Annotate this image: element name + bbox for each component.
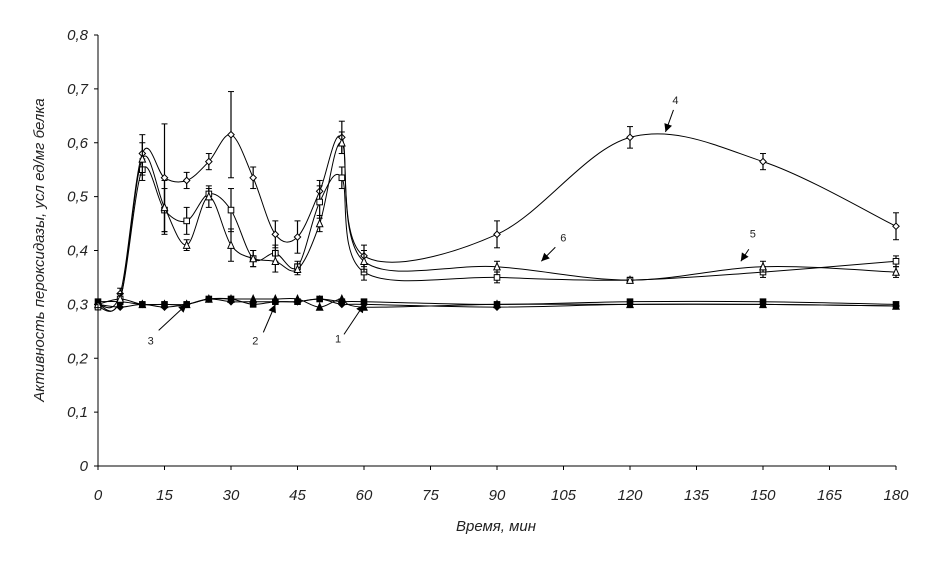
- data-point-square: [892, 257, 900, 265]
- data-point-triangle: [249, 253, 258, 263]
- annotation-label: 5: [750, 228, 756, 240]
- data-point-triangle: [759, 261, 767, 271]
- data-point-square: [227, 206, 235, 214]
- annotation-2: 2: [252, 304, 276, 347]
- data-point-diamond: [227, 130, 235, 139]
- data-point-triangle: [271, 256, 280, 265]
- data-point-square: [316, 198, 323, 206]
- data-point-diamond: [204, 157, 213, 166]
- x-axis-title: Время, мин: [456, 518, 536, 535]
- tick-labels: 00,10,20,30,40,50,60,70,80 15 30 45 60 75 90 10…: [67, 27, 909, 504]
- x-tick-label: 150: [750, 487, 776, 504]
- x-tick-label: 105: [551, 487, 577, 504]
- annotation-label: 2: [252, 335, 258, 347]
- annotation-3: 3: [148, 304, 188, 347]
- data-point-square: [338, 174, 346, 182]
- data-point-diamond: [759, 157, 767, 166]
- x-tick-label: 15: [156, 487, 173, 504]
- annotation-arrow-head: [268, 304, 276, 314]
- annotation-label: 4: [672, 95, 678, 107]
- y-tick-label: 0,4: [67, 243, 88, 260]
- data-point-diamond: [493, 230, 501, 239]
- axes: [97, 35, 896, 467]
- y-tick-label: 0,7: [67, 81, 89, 98]
- data-point-diamond: [160, 303, 169, 311]
- x-tick-label: 30: [223, 487, 240, 504]
- data-point-triangle: [337, 137, 346, 147]
- data-point-square: [493, 274, 501, 281]
- annotation-5: 5: [740, 228, 756, 262]
- annotation-arrow-head: [178, 304, 187, 313]
- y-tick-label: 0,3: [67, 296, 89, 313]
- annotation-label: 1: [335, 333, 341, 345]
- data-point-triangle: [493, 261, 501, 271]
- data-point-diamond: [315, 295, 324, 303]
- y-tick-label: 0,1: [67, 404, 88, 421]
- annotations: 1 2 3 4 5 6: [148, 95, 756, 347]
- annotation-arrow-head: [740, 252, 749, 262]
- annotation-label: 6: [560, 232, 566, 244]
- data-point-square: [183, 217, 190, 225]
- series-3: [94, 295, 900, 311]
- data-point-triangle: [116, 293, 125, 303]
- data-point-triangle: [293, 264, 302, 274]
- data-point-triangle: [626, 275, 634, 284]
- annotation-label: 3: [148, 335, 154, 347]
- data-point-diamond: [227, 297, 235, 306]
- annotation-1: 1: [335, 304, 365, 345]
- series-line: [97, 166, 897, 312]
- data-point-triangle: [204, 191, 213, 201]
- y-tick-label: 0,6: [67, 135, 89, 152]
- x-tick-label: 75: [422, 487, 439, 504]
- data-point-diamond: [759, 300, 767, 309]
- y-tick-label: 0,5: [67, 189, 89, 206]
- data-point-diamond: [204, 295, 213, 303]
- data-point-diamond: [293, 297, 302, 306]
- series-6: [94, 131, 900, 312]
- data-point-triangle: [138, 153, 147, 163]
- x-tick-label: 120: [617, 487, 643, 504]
- annotation-arrow-head: [664, 123, 672, 132]
- annotation-arrow-head: [356, 304, 364, 314]
- data-point-diamond: [293, 233, 302, 241]
- annotation-6: 6: [540, 232, 566, 262]
- data-point-triangle: [315, 218, 324, 228]
- x-tick-label: 165: [817, 487, 843, 504]
- x-tick-label: 90: [489, 487, 506, 504]
- plot-area: [94, 91, 900, 312]
- data-point-diamond: [493, 303, 501, 311]
- data-point-diamond: [249, 173, 258, 182]
- x-tick-label: 180: [883, 487, 909, 504]
- data-point-diamond: [138, 300, 147, 309]
- data-point-triangle: [315, 302, 324, 311]
- data-point-triangle: [182, 240, 191, 249]
- data-point-diamond: [116, 303, 125, 311]
- data-point-diamond: [892, 222, 900, 231]
- data-point-diamond: [892, 302, 900, 310]
- data-point-triangle: [360, 256, 368, 265]
- data-point-diamond: [271, 230, 280, 239]
- x-tick-label: 60: [356, 487, 373, 504]
- x-tick-label: 0: [94, 487, 103, 504]
- data-point-triangle: [227, 240, 235, 249]
- data-point-diamond: [182, 176, 191, 185]
- data-point-diamond: [626, 133, 634, 142]
- x-tick-label: 45: [289, 487, 306, 504]
- annotation-4: 4: [664, 95, 679, 133]
- data-point-triangle: [892, 267, 900, 276]
- data-point-diamond: [626, 300, 634, 309]
- data-point-diamond: [337, 300, 346, 309]
- y-tick-label: 0,2: [67, 350, 89, 367]
- y-tick-label: 0,8: [67, 27, 89, 44]
- data-point-diamond: [249, 297, 258, 306]
- annotation-arrow-head: [541, 252, 550, 262]
- y-tick-label: 0: [80, 458, 89, 475]
- data-point-triangle: [160, 202, 169, 212]
- y-axis-title: Активность пероксидазы, усл ед/мг белка: [31, 98, 48, 403]
- x-tick-label: 135: [684, 487, 710, 504]
